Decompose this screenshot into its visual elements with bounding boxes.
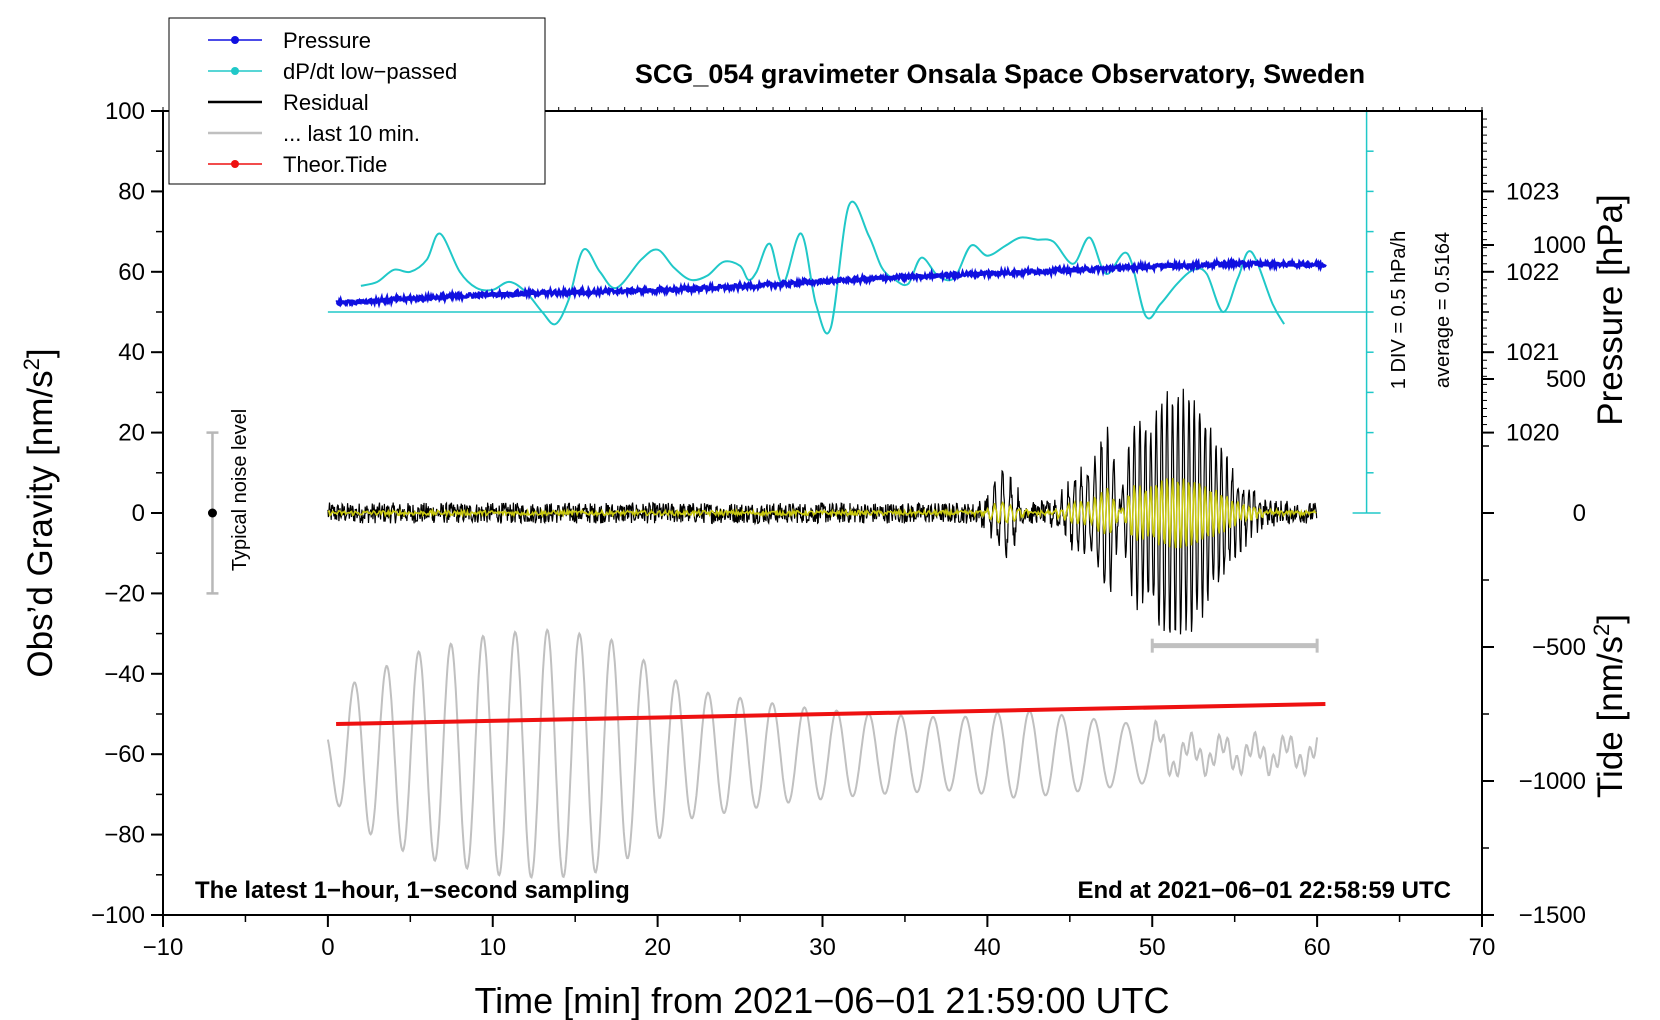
chart-title: SCG_054 gravimeter Onsala Space Observat…	[635, 59, 1365, 89]
legend-marker	[231, 160, 239, 168]
legend-label: Pressure	[283, 28, 371, 53]
y-tick-label: 100	[105, 98, 145, 125]
y-axis-label-gravity-end: ]	[21, 348, 60, 358]
y-axis-label-gravity-text: Obs’d Gravity [nm/s	[21, 370, 60, 677]
tide-tick-label: −1500	[1519, 902, 1586, 929]
legend-marker	[231, 36, 239, 44]
tide-tick-label: 1000	[1533, 232, 1586, 259]
pressure-tick-label: 1023	[1506, 178, 1559, 205]
y-axis-label-gravity-sup: 2	[19, 358, 44, 370]
legend-marker	[231, 67, 239, 75]
x-axis-label: Time [min] from 2021−06−01 21:59:00 UTC	[474, 980, 1169, 1020]
legend-label: Residual	[283, 90, 369, 115]
series-pressure-line	[335, 255, 1327, 309]
y-axis-label-gravity: Obs’d Gravity [nm/s2]	[19, 348, 60, 677]
annotation-end-time: End at 2021−06−01 22:58:59 UTC	[1077, 877, 1451, 904]
tide-tick-label: 0	[1573, 500, 1586, 527]
legend-label: Theor.Tide	[283, 152, 387, 177]
legend-label: dP/dt low−passed	[283, 59, 457, 84]
x-tick-label: 10	[479, 934, 506, 961]
y-axis-label-tide: Tide [nm/s2]	[1589, 614, 1630, 798]
y-axis-label-pressure: Pressure [hPa]	[1591, 194, 1630, 426]
dpdt-scale-label: 1 DIV = 0.5 hPa/h	[1388, 231, 1410, 389]
y-tick-label: 20	[118, 420, 145, 447]
x-tick-label: 40	[974, 934, 1001, 961]
annotation-sampling: The latest 1−hour, 1−second sampling	[195, 877, 630, 904]
x-tick-label: −10	[143, 934, 184, 961]
y-tick-label: −40	[104, 661, 145, 688]
x-tick-label: 60	[1304, 934, 1331, 961]
y-axis-label-tide-sup: 2	[1589, 624, 1614, 636]
pressure-tick-label: 1021	[1506, 339, 1559, 366]
y-tick-label: −80	[104, 822, 145, 849]
tide-tick-label: −500	[1532, 634, 1586, 661]
noise-bar-center-point	[207, 508, 217, 518]
x-tick-label: 20	[644, 934, 671, 961]
y-axis-label-tide-text: Tide [nm/s	[1591, 636, 1630, 798]
legend: Pressure dP/dt low−passed Residual ... last…	[168, 17, 546, 185]
series-last-10-min-line	[326, 627, 1319, 879]
axes: −10 0 10 20 30 40 50 60 70100806040200−20−40−60−…	[91, 98, 1586, 961]
y-tick-label: 60	[118, 259, 145, 286]
tide-tick-label: 500	[1546, 366, 1586, 393]
y-tick-label: −20	[104, 580, 145, 607]
y-tick-label: 80	[118, 178, 145, 205]
y-axis-label-tide-end: ]	[1591, 614, 1630, 624]
pressure-tick-label: 1022	[1506, 259, 1559, 286]
x-tick-label: 30	[809, 934, 836, 961]
dpdt-average-label: average = 0.5164	[1432, 232, 1454, 388]
legend-label: ... last 10 min.	[283, 121, 420, 146]
tide-tick-label: −1000	[1519, 768, 1586, 795]
series-residual-line	[327, 388, 1318, 635]
plot-area	[206, 110, 1381, 879]
y-tick-label: −100	[91, 902, 145, 929]
x-tick-label: 50	[1139, 934, 1166, 961]
noise-level-label: Typical noise level	[229, 409, 251, 571]
series-theor-tide-line	[336, 702, 1326, 726]
pressure-tick-label: 1020	[1506, 420, 1559, 447]
series-dpdt-line	[360, 200, 1285, 335]
y-tick-label: −60	[104, 741, 145, 768]
y-tick-label: 0	[132, 500, 145, 527]
y-tick-label: 40	[118, 339, 145, 366]
x-tick-label: 70	[1469, 934, 1496, 961]
series-residual-lowpass-line	[327, 478, 1317, 549]
x-tick-label: 0	[321, 934, 334, 961]
